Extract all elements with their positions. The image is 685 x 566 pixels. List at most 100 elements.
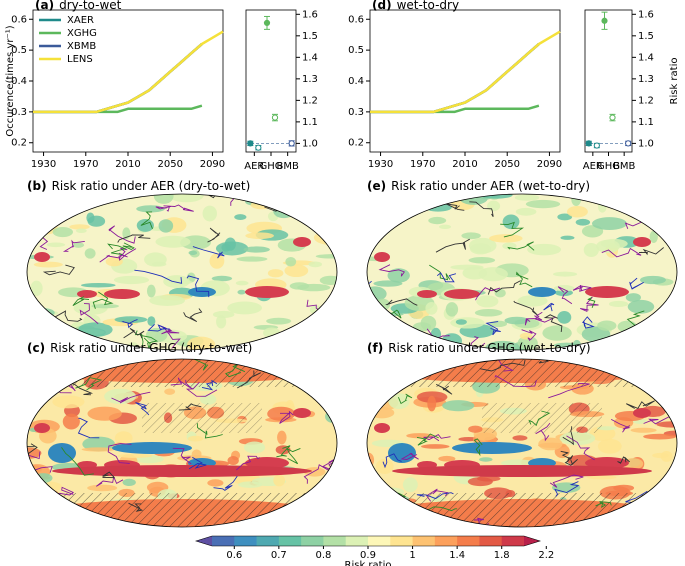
map-patch [307,380,320,397]
panel-title: (c) Risk ratio under GHG (dry-to-wet) [27,341,252,355]
map-patch [582,194,608,201]
map-contour [303,464,330,484]
colorbar-tick-label: 1 [409,550,415,561]
map-feature [585,286,629,298]
map-patch [649,230,658,243]
panel-title-text: Risk ratio under GHG (wet-to-dry) [388,341,590,355]
map [367,359,677,527]
map-patch [147,316,156,327]
map-patch [209,253,225,269]
colorbar-bin [479,536,503,546]
x-tick-label: 1970 [410,159,435,170]
y-tick-label: 1.6 [638,9,654,20]
map-patch [300,208,313,224]
colorbar-tick-label: 0.8 [315,550,331,561]
panel-title-text: Risk ratio under AER (dry-to-wet) [52,179,251,193]
x-tick-label: 2050 [157,159,182,170]
map-patch [519,332,533,340]
map-contour [53,310,83,322]
map-contour [96,475,124,487]
map-contour [122,242,135,251]
y-tick-label: 0.5 [11,45,27,56]
map-contour [595,501,612,509]
map-contour [397,393,413,405]
map-patch [33,261,63,268]
map-contour [108,225,136,244]
map-contour [172,447,192,465]
map-patch [289,282,310,290]
map-patch [630,427,657,433]
map-patch [504,316,530,325]
point [271,114,279,121]
map-patch [559,431,596,446]
map-hatching [27,493,337,527]
map-patch [439,224,452,229]
legend-label: XGHG [67,28,97,39]
map-patch [388,393,410,410]
map-outline [366,193,678,351]
panel-label: (e) [367,179,386,193]
point [593,142,600,149]
map-feature [52,465,312,477]
map-contour [102,471,116,479]
map-patch [283,510,300,526]
map-patch [54,325,67,336]
map-patch [84,248,96,259]
map-contour [128,502,144,512]
map-patch [502,242,517,250]
y-tick-label: 1.1 [302,117,318,128]
map-contour [135,402,150,416]
map-hatching [142,403,262,433]
map-contour [61,447,94,476]
map-contour [79,303,99,324]
map-patch [243,441,266,454]
map-contour [534,311,543,321]
map-patch [164,388,176,395]
map-patch [479,457,493,462]
map-contour [528,359,549,364]
point [609,114,616,121]
map-patch [104,388,137,405]
map-patch [487,200,501,212]
map-patch [113,275,150,285]
y-tick-label: 1.3 [302,74,318,85]
map-contour [601,247,642,258]
map-contour [513,300,538,316]
map-patch [450,317,485,329]
map-patch [87,484,118,492]
map-patch [44,490,60,503]
map-patch [450,264,484,270]
map-patch [400,522,411,527]
colorbar-tick-label: 0.9 [360,550,376,561]
point [585,140,592,147]
panel-title-text: wet-to-dry [397,0,459,12]
x-tick-label: AER [244,161,264,172]
map-contour [192,246,225,259]
map-patch [146,284,156,298]
map-patch [515,207,537,216]
colorbar-bin [457,536,480,546]
map-patch [122,478,136,487]
map-patch [308,261,322,268]
x-tick-label: GHG [259,161,282,172]
map-contour [587,296,596,308]
map-contour [75,377,103,391]
map-contour [316,323,336,341]
map-patch [35,324,57,332]
colorbar-bin [412,536,436,546]
map-patch [542,325,572,341]
panel-title: (a) dry-to-wet [35,0,122,12]
panel-title: (e) Risk ratio under AER (wet-to-dry) [367,179,590,193]
map-patch [658,226,677,238]
map-contour [27,443,38,455]
y-axis-label: Risk ratio [669,58,680,105]
map-contour [140,334,159,350]
map-patch [566,205,588,218]
map-patch [85,359,101,370]
map-patch [527,243,562,256]
map-feature [48,443,76,463]
y-tick-label: 0.6 [348,14,364,25]
map-patch [33,473,53,483]
map-patch [117,453,153,458]
